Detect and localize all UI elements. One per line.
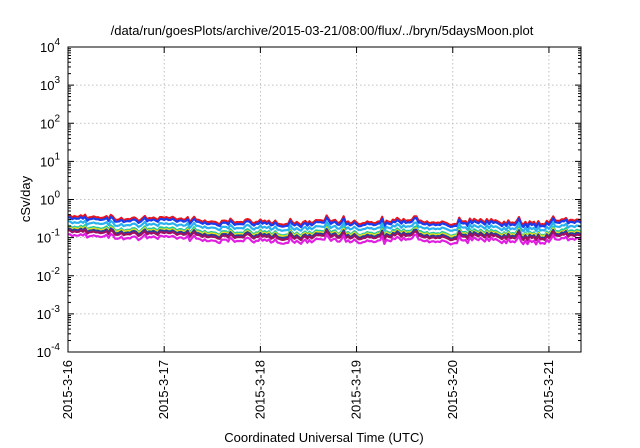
y-tick-label: 10-1 [37,228,61,246]
series-line-8 [67,232,582,246]
y-tick-label: 10-3 [37,304,61,322]
series-layer [67,213,582,246]
grid [68,47,581,352]
y-tick-label: 10-4 [37,342,61,360]
y-tick-label: 103 [40,75,60,93]
y-tick-label: 100 [40,190,60,208]
x-tick-labels: 2015-3-16 2015-3-17 2015-3-18 2015-3-19 2015… [60,360,556,419]
series-line-3 [67,219,582,233]
axis-ticks [67,46,581,353]
y-tick-label: 10-2 [37,266,61,284]
series-line-7 [67,228,582,242]
y-tick-label: 104 [40,37,60,55]
y-tick-labels: 10-4 10-3 10-2 10-1 100 101 102 103 104 [37,37,61,360]
x-tick-label: 2015-3-16 [60,360,75,419]
y-tick-label: 102 [40,113,60,131]
series-line-2 [67,215,582,229]
x-tick-label: 2015-3-19 [349,360,364,419]
y-axis-label: cSv/day [18,175,33,222]
x-tick-label: 2015-3-17 [156,360,171,419]
x-tick-label: 2015-3-21 [541,360,556,419]
x-tick-label: 2015-3-20 [445,360,460,419]
x-tick-label: 2015-3-18 [252,360,267,419]
y-tick-label: 101 [40,151,60,169]
chart-title: /data/run/goesPlots/archive/2015-03-21/0… [111,23,534,38]
x-axis-label: Coordinated Universal Time (UTC) [224,430,423,445]
